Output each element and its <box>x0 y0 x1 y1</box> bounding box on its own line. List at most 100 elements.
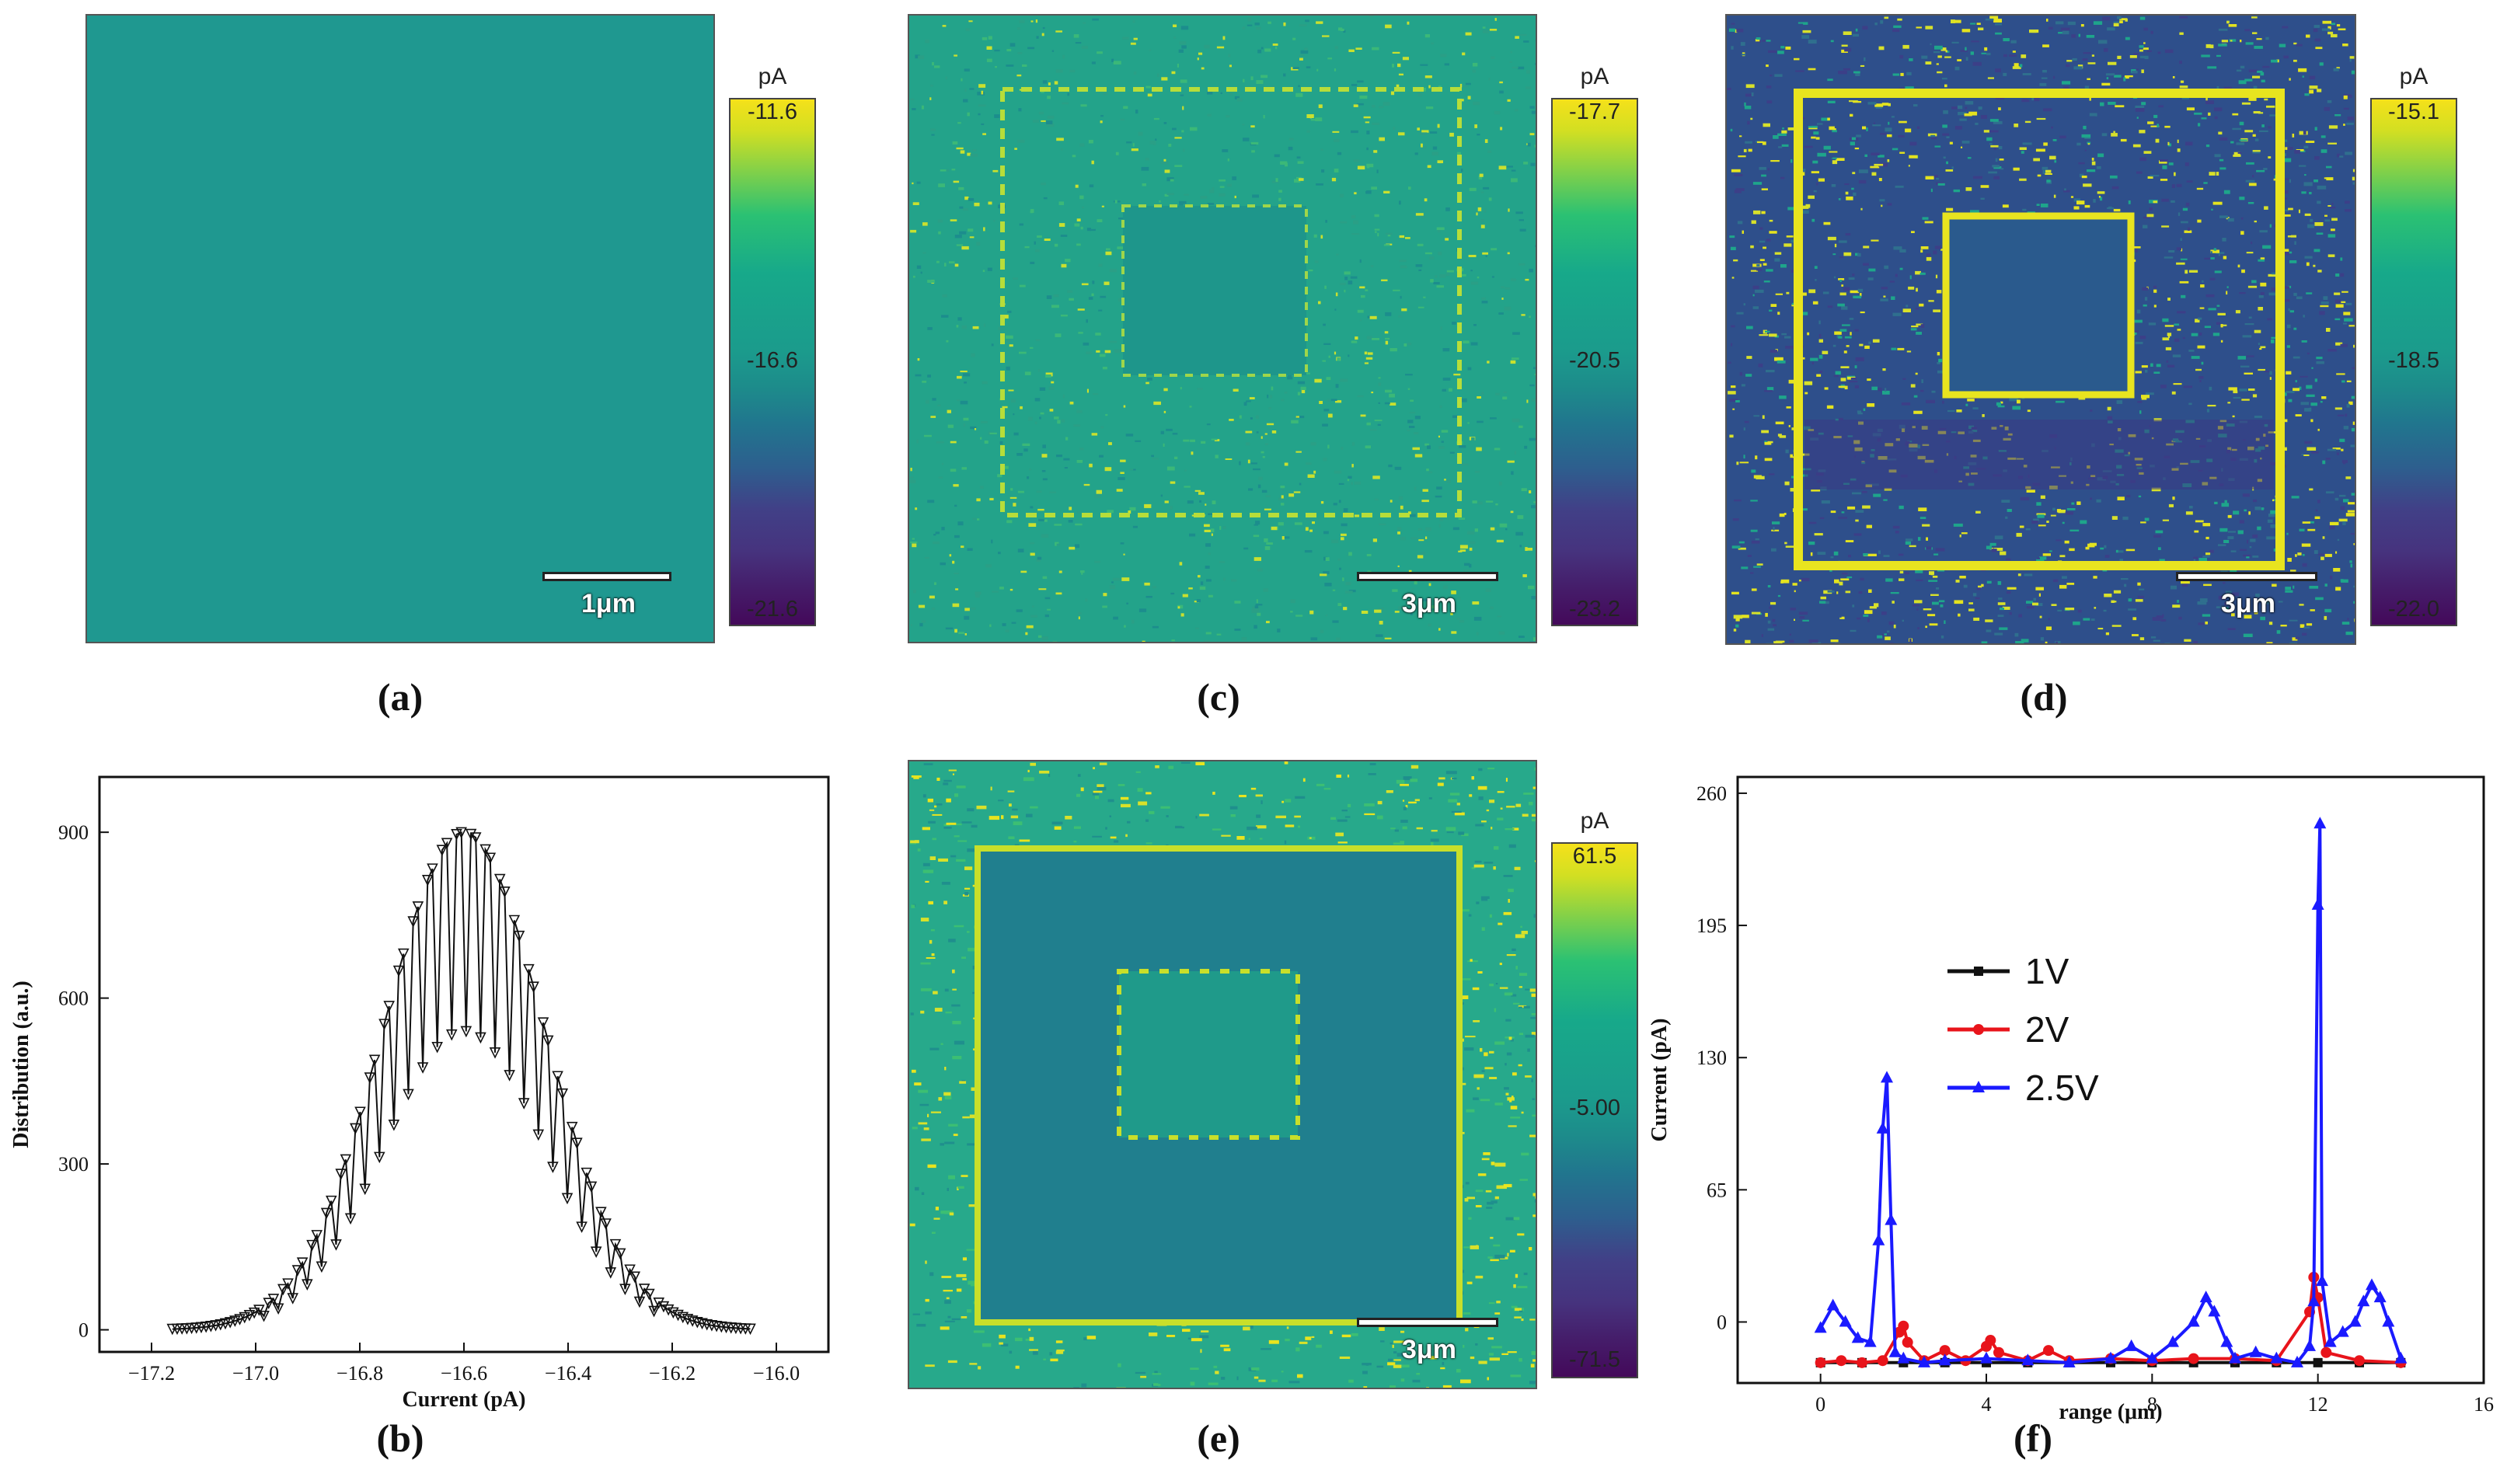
map-texture-speck <box>1891 347 1897 350</box>
map-texture-speck <box>1459 1082 1466 1085</box>
map-texture-speck <box>1946 207 1954 211</box>
map-texture-speck <box>2345 200 2350 204</box>
map-texture-speck <box>1030 806 1038 809</box>
map-texture-speck <box>1453 373 1461 376</box>
map-texture-speck <box>1463 1246 1471 1249</box>
map-texture-speck <box>1808 40 1817 44</box>
map-texture-speck <box>1879 199 1885 202</box>
map-texture-speck <box>2324 177 2327 179</box>
map-texture-speck <box>1926 399 1935 403</box>
map-texture-speck <box>1494 110 1501 115</box>
map-texture-speck <box>1944 620 1946 624</box>
map-texture-speck <box>2333 68 2339 71</box>
map-texture-speck <box>1909 275 1912 280</box>
map-texture-speck <box>1248 1367 1251 1371</box>
map-texture-speck <box>1820 596 1826 600</box>
map-texture-speck <box>1868 589 1872 593</box>
map-texture-speck <box>1857 413 1863 415</box>
map-texture-speck <box>1773 641 1783 643</box>
map-texture-speck <box>2244 509 2247 512</box>
map-texture-speck <box>1759 334 1769 336</box>
map-texture-speck <box>1844 183 1850 186</box>
map-texture-speck <box>2184 270 2188 274</box>
colorbar-a-unit: pA <box>758 64 787 89</box>
map-texture-speck <box>2153 114 2158 118</box>
map-texture-speck <box>1518 263 1525 266</box>
map-texture-speck <box>1177 606 1180 609</box>
map-texture-speck <box>964 633 967 636</box>
map-texture-speck <box>1378 402 1380 404</box>
map-texture-speck <box>1339 567 1341 570</box>
map-texture-speck <box>1320 148 1323 151</box>
map-texture-speck <box>1348 49 1355 52</box>
map-texture-speck <box>2158 105 2164 108</box>
map-texture-speck <box>1030 20 1034 23</box>
map-texture-speck <box>1295 615 1303 617</box>
map-texture-speck <box>2064 540 2069 544</box>
map-texture-speck <box>1942 133 1950 136</box>
map-texture-speck <box>2113 590 2122 594</box>
map-texture-speck <box>1503 911 1512 915</box>
map-texture-speck <box>1030 615 1037 618</box>
map-texture-speck <box>2351 70 2355 75</box>
map-texture-speck <box>1366 163 1374 168</box>
map-texture-speck <box>1410 611 1413 615</box>
colorbar-a-max: -11.6 <box>748 99 797 124</box>
map-texture-speck <box>1400 295 1402 299</box>
map-texture-speck <box>2007 587 2017 590</box>
map-texture-speck <box>2248 97 2257 101</box>
map-texture-speck <box>1398 315 1403 318</box>
map-texture-speck <box>2306 385 2313 389</box>
map-texture-speck <box>1000 1343 1009 1346</box>
map-texture-speck <box>1267 394 1269 399</box>
map-texture-speck <box>2179 16 2188 19</box>
map-texture-speck <box>1791 304 1794 307</box>
map-texture-speck <box>2139 45 2144 48</box>
map-texture-speck <box>2066 583 2075 585</box>
map-texture-speck <box>1838 517 1847 519</box>
map-texture-speck <box>1047 115 1055 119</box>
map-texture-speck <box>1852 33 1859 37</box>
map-texture-speck <box>1195 761 1205 765</box>
map-texture-speck <box>2007 509 2012 512</box>
map-texture-speck <box>2228 387 2237 391</box>
map-texture-speck <box>1855 28 1858 32</box>
map-texture-speck <box>948 1123 958 1127</box>
map-texture-speck <box>2335 342 2343 346</box>
map-texture-speck <box>1041 33 1044 37</box>
map-texture-speck <box>964 68 970 71</box>
map-texture-speck <box>1535 1196 1536 1199</box>
map-texture-speck <box>1902 44 1909 49</box>
map-texture-speck <box>2120 138 2127 142</box>
map-texture-speck <box>1017 549 1024 552</box>
map-texture-speck <box>2040 495 2045 499</box>
map-texture-speck <box>1096 489 1102 494</box>
map-texture-speck <box>1041 636 1048 640</box>
map-texture-speck <box>1184 486 1191 488</box>
map-texture-speck <box>989 432 997 434</box>
map-texture-speck <box>2227 628 2236 630</box>
map-texture-speck <box>1424 75 1432 78</box>
map-texture-speck <box>1035 249 1040 253</box>
map-texture-speck <box>2300 402 2310 406</box>
map-texture-speck <box>2258 307 2263 311</box>
map-texture-speck <box>1868 268 1876 272</box>
map-texture-speck <box>2104 545 2107 549</box>
map-texture-speck <box>984 440 989 444</box>
map-texture-speck <box>1389 402 1396 406</box>
map-texture-speck <box>1845 233 1851 236</box>
map-texture-speck <box>1823 145 1831 150</box>
map-texture-speck <box>2268 126 2272 129</box>
map-texture-speck <box>1871 152 1880 155</box>
map-texture-speck <box>1345 581 1351 586</box>
map-texture-speck <box>1902 378 1906 380</box>
map-texture-speck <box>1465 1182 1470 1185</box>
map-texture-speck <box>1351 464 1354 468</box>
map-texture-speck <box>1874 603 1879 608</box>
map-texture-speck <box>2194 530 2199 533</box>
map-texture-speck <box>1389 1342 1393 1345</box>
map-texture-speck <box>1366 147 1369 151</box>
map-texture-speck <box>1521 931 1528 935</box>
map-texture-speck <box>1531 596 1536 600</box>
map-texture-speck <box>1327 399 1331 402</box>
